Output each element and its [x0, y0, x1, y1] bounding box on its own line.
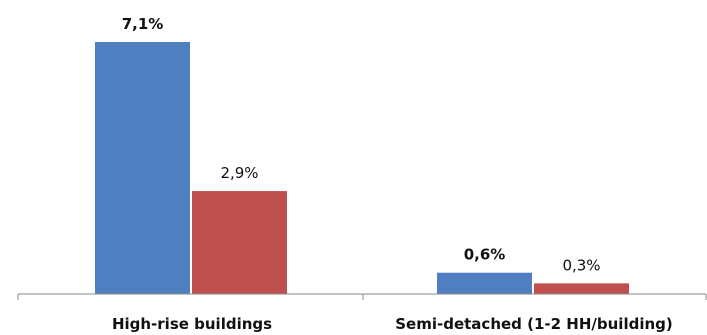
x-axis-ticks: [17, 294, 707, 300]
category-label-semi-detached: Semi-detached (1-2 HH/building): [395, 315, 673, 333]
category-label-high-rise: High-rise buildings: [112, 315, 272, 333]
data-label-series2-semi-detached: 0,3%: [562, 256, 600, 274]
data-label-series1-high-rise: 7,1%: [122, 15, 164, 33]
bar-series1-high-rise: [95, 42, 190, 294]
data-label-series1-semi-detached: 0,6%: [464, 246, 506, 264]
category-labels-group: High-rise buildings Semi-detached (1-2 HH…: [112, 315, 673, 333]
bars-group: [95, 42, 629, 294]
data-label-series2-high-rise: 2,9%: [220, 164, 258, 182]
bar-series2-semi-detached: [534, 283, 629, 294]
bar-series2-high-rise: [192, 191, 287, 294]
data-labels-group: 7,1% 2,9% 0,6% 0,3%: [122, 15, 601, 274]
bar-series1-semi-detached: [437, 272, 532, 294]
